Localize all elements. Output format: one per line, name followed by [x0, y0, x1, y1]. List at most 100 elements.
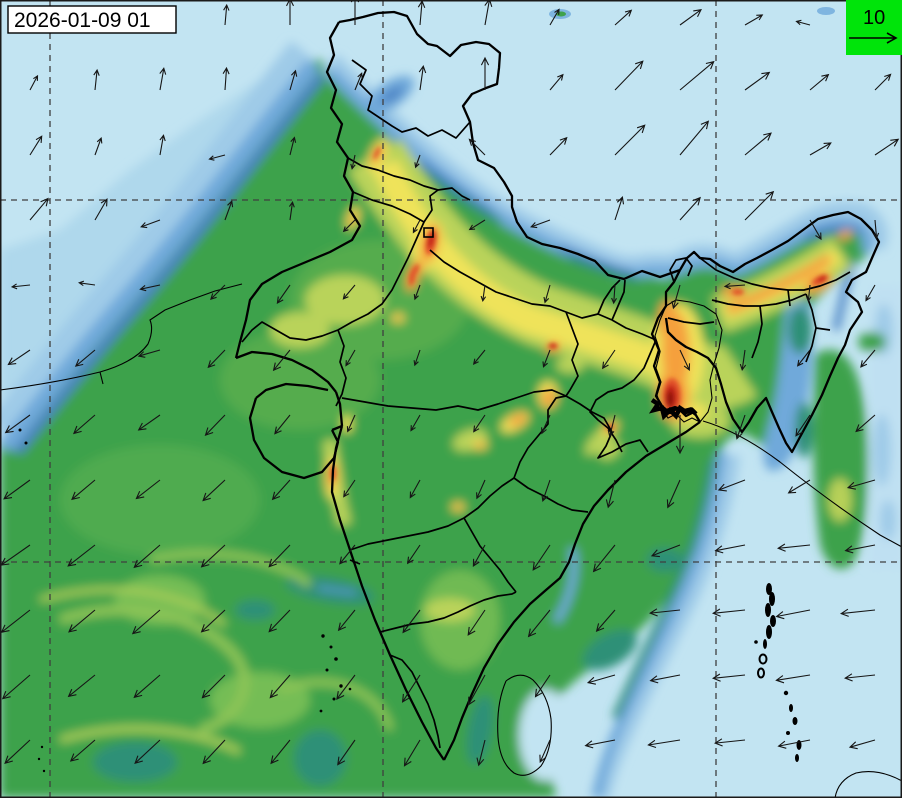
wind-arrow-icon — [605, 479, 616, 509]
wind-arrow-icon — [649, 674, 681, 684]
wind-arrow-icon — [543, 284, 551, 304]
wind-arrow-icon — [848, 739, 876, 750]
wind-arrow-icon — [207, 349, 226, 369]
wind-arrow-icon — [134, 739, 161, 765]
wind-arrow-icon — [472, 349, 486, 365]
wind-arrow-icon — [675, 415, 685, 455]
wind-arrow-icon — [94, 198, 108, 221]
wind-arrow-icon — [133, 544, 161, 569]
wind-arrow-icon — [744, 71, 771, 91]
wind-arrow-icon — [224, 200, 234, 221]
wind-arrow-icon — [714, 544, 746, 554]
wind-arrow-icon — [413, 284, 421, 301]
wind-arrow-icon — [711, 673, 746, 682]
wind-arrow-icon — [345, 349, 356, 367]
himalaya-border — [338, 10, 681, 281]
wind-arrow-icon — [723, 282, 746, 290]
wind-arrow-icon — [4, 414, 31, 434]
wind-arrow-icon — [809, 142, 832, 156]
wind-arrow-icon — [484, 0, 493, 26]
wind-arrow-icon — [131, 609, 161, 635]
wind-arrow-icon — [541, 479, 551, 502]
wind-arrow-icon — [549, 8, 560, 26]
wind-arrow-icon — [410, 414, 421, 432]
wind-arrow-icon — [71, 479, 96, 501]
wind-arrow-icon — [480, 56, 490, 90]
wind-arrow-icon — [468, 138, 486, 156]
wind-arrow-icon — [0, 609, 31, 633]
wind-arrow-icon — [795, 19, 811, 26]
wind-arrow-icon — [29, 74, 39, 91]
wind-arrow-icon — [268, 544, 291, 568]
wind-arrow-icon — [409, 479, 421, 499]
wind-arrow-icon — [200, 609, 226, 633]
wind-arrow-icon — [592, 544, 616, 573]
wind-arrow-icon — [739, 349, 747, 371]
wind-arrow-icon — [744, 14, 764, 26]
wind-arrow-icon — [679, 349, 691, 371]
wind-arrow-icon — [159, 134, 166, 156]
wind-arrow-icon — [647, 739, 681, 749]
wind-arrow-icon — [68, 609, 96, 633]
myanmar-coastline — [702, 420, 902, 548]
wind-arrow-icon — [614, 124, 646, 156]
wind-arrow-icon — [476, 479, 486, 500]
wind-arrow-icon — [586, 674, 616, 685]
wind-arrow-icon — [809, 73, 830, 91]
wind-arrow-icon — [855, 414, 876, 433]
wind-arrow-icon — [269, 674, 291, 699]
wind-arrow-icon — [679, 196, 701, 221]
wind-arrow-icon — [542, 349, 551, 368]
wind-arrow-icon — [472, 544, 486, 568]
wind-arrow-icon — [286, 0, 294, 25]
wind-arrow-icon — [342, 284, 356, 300]
wind-arrow-icon — [666, 479, 681, 509]
wind-arrow-icon — [473, 414, 486, 433]
wind-arrow-icon — [679, 60, 715, 91]
wind-arrow-icon — [339, 544, 356, 565]
wind-arrow-icon — [874, 138, 900, 156]
wind-arrow-icon — [671, 284, 681, 310]
wind-arrow-icon — [414, 154, 421, 169]
wind-arrow-icon — [713, 738, 746, 747]
indus-delta-line — [99, 371, 104, 385]
wind-arrow-icon — [648, 608, 681, 617]
wind-arrow-icon — [775, 609, 811, 620]
wind-arrow-icon — [67, 674, 96, 698]
wind-arrow-icon — [288, 201, 295, 221]
timestamp-label: 2026-01-09 01 — [14, 9, 151, 32]
wind-arrow-icon — [133, 674, 161, 699]
gujarat-coast — [235, 350, 344, 480]
wind-arrow-icon — [467, 609, 486, 636]
wind-arrow-icon — [4, 739, 31, 765]
wind-arrow-icon — [527, 609, 551, 638]
wind-arrow-icon — [74, 349, 96, 367]
wind-arrow-icon — [139, 284, 161, 292]
wind-arrow-icon — [775, 674, 811, 684]
wind-arrow-icon — [204, 414, 226, 436]
wind-arrow-icon — [29, 197, 49, 221]
wind-arrow-icon — [337, 739, 356, 766]
sumatra-coastline — [834, 771, 902, 798]
wind-arrow-icon — [595, 609, 616, 633]
wind-arrow-icon — [777, 739, 811, 749]
wind-arrow-icon — [3, 479, 31, 500]
wind-arrow-icon — [201, 674, 226, 699]
wind-arrow-icon — [350, 0, 360, 25]
wind-arrow-icon — [289, 136, 297, 156]
wind-arrow-icon — [843, 673, 876, 682]
wind-arrow-icon — [271, 479, 291, 501]
wind-arrow-icon — [350, 154, 356, 170]
wind-arrow-icon — [795, 414, 811, 437]
pakistan-coastline — [0, 283, 243, 391]
wind-arrow-icon — [413, 349, 421, 367]
wind-arrow-icon — [679, 8, 702, 26]
wind-arrow-icon — [874, 73, 892, 91]
wind-arrow-icon — [343, 479, 356, 498]
wind-arrow-icon — [650, 544, 681, 558]
wind-arrow-icon — [93, 68, 100, 91]
wind-arrow-icon — [776, 543, 811, 552]
wind-arrow-icon — [342, 219, 356, 233]
wind-arrow-icon — [140, 219, 161, 229]
